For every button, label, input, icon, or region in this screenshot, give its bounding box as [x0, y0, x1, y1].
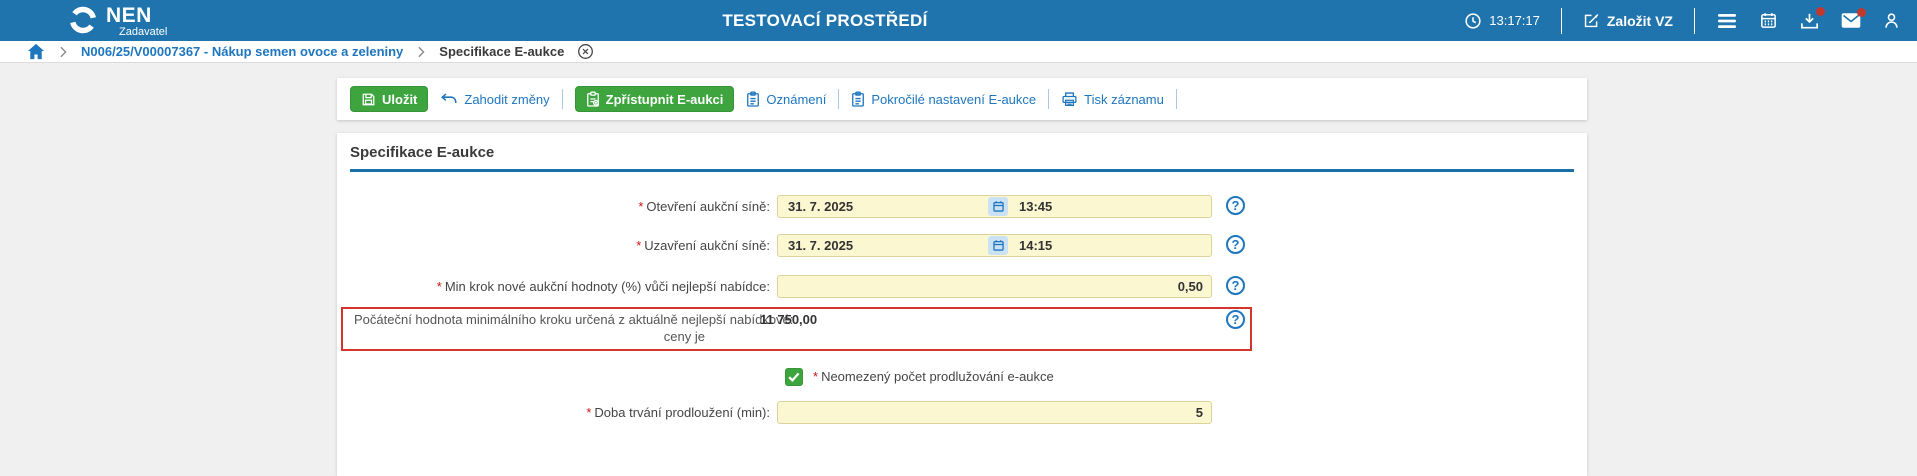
section-title: Specifikace E-aukce [350, 144, 495, 161]
open-room-date-value[interactable]: 31. 7. 2025 [788, 199, 854, 214]
initial-min-step-value: 11 750,00 [760, 312, 818, 327]
profile-button[interactable] [1882, 11, 1901, 30]
undo-arrow-icon [440, 91, 458, 107]
open-room-datetime-field[interactable]: 31. 7. 2025 13:45 [777, 195, 1212, 218]
calendar-icon [1759, 11, 1778, 30]
print-record-button[interactable]: Tisk záznamu [1061, 91, 1164, 107]
eauction-form-section: Specifikace E-aukce * Otevření aukční sín… [337, 133, 1587, 476]
discard-changes-button[interactable]: Zahodit změny [440, 91, 550, 107]
breadcrumb: N006/25/V00007367 - Nákup semen ovoce a … [0, 41, 1917, 63]
publish-eauction-label: Zpřístupnit E-aukci [605, 91, 724, 107]
toolbar-divider [561, 89, 563, 109]
required-marker: * [436, 279, 442, 294]
messages-alert-badge [1857, 8, 1866, 17]
discard-changes-label: Zahodit změny [464, 91, 550, 107]
app-logo[interactable]: NEN Zadavatel [68, 5, 167, 38]
extension-duration-input[interactable] [778, 402, 1211, 423]
clock-icon [1464, 12, 1482, 30]
downloads-alert-badge [1816, 6, 1825, 16]
advanced-settings-button[interactable]: Pokročilé nastavení E-aukce [851, 91, 1036, 107]
create-vz-label: Založit VZ [1606, 12, 1673, 29]
clipboard-icon [851, 91, 865, 107]
download-tray-icon [1799, 11, 1820, 31]
open-room-label: * Otevření aukční síně: [638, 199, 770, 214]
close-room-label: * Uzavření aukční síně: [636, 238, 770, 253]
initial-min-step-highlight-box [341, 307, 1252, 351]
close-room-date-value[interactable]: 31. 7. 2025 [788, 238, 854, 253]
hamburger-icon [1716, 12, 1738, 30]
brand-name: NEN [106, 4, 152, 27]
calendar-button[interactable] [1759, 11, 1778, 30]
initial-min-step-label-line2: ceny je [663, 329, 705, 344]
chevron-right-icon [58, 46, 68, 58]
initial-min-step-label-line1: Počáteční hodnota minimálního kroku urče… [354, 312, 794, 327]
breadcrumb-current-item: Specifikace E-aukce [439, 44, 565, 59]
downloads-button[interactable] [1799, 6, 1825, 31]
clipboard-icon [746, 91, 760, 107]
server-time-value: 13:17:17 [1489, 13, 1540, 28]
environment-title: TESTOVACÍ PROSTŘEDÍ [722, 11, 928, 30]
save-floppy-icon [361, 92, 376, 107]
save-button-label: Uložit [382, 91, 418, 107]
notification-label: Oznámení [766, 91, 827, 107]
menu-button[interactable] [1716, 12, 1738, 30]
close-room-time-value[interactable]: 14:15 [1019, 238, 1053, 253]
breadcrumb-procurement-link[interactable]: N006/25/V00007367 - Nákup semen ovoce a … [81, 44, 404, 59]
publish-eauction-button[interactable]: Zpřístupnit E-aukci [574, 86, 735, 112]
required-marker: * [813, 369, 819, 384]
nen-swirl-logo-icon [68, 5, 98, 35]
close-tab-icon[interactable] [577, 43, 594, 60]
close-room-datetime-field[interactable]: 31. 7. 2025 14:15 [777, 234, 1212, 257]
unlimited-extensions-label: * Neomezený počet prodlužování e-aukce [813, 369, 1054, 384]
toolbar-divider [1048, 89, 1050, 109]
extension-duration-label: * Doba trvání prodloužení (min): [586, 405, 770, 420]
min-step-label: * Min krok nové aukční hodnoty (%) vůči n… [436, 279, 770, 294]
toolbar: Uložit Zahodit změny Zpřístupnit E-aukci… [337, 78, 1587, 120]
toolbar-divider [838, 89, 840, 109]
save-button[interactable]: Uložit [350, 86, 429, 112]
home-icon[interactable] [27, 43, 45, 60]
printer-icon [1061, 91, 1078, 107]
server-time: 13:17:17 [1464, 12, 1540, 30]
header-actions: 13:17:17 Založit VZ [1464, 0, 1901, 41]
min-step-field [777, 275, 1212, 298]
chevron-right-icon [416, 46, 426, 58]
create-vz-button[interactable]: Založit VZ [1583, 12, 1673, 29]
envelope-icon [1841, 12, 1861, 29]
header-divider [1560, 7, 1562, 34]
datepicker-calendar-icon[interactable] [988, 197, 1008, 216]
header-bar: NEN Zadavatel TESTOVACÍ PROSTŘEDÍ 13:17:… [0, 0, 1917, 41]
required-marker: * [636, 238, 642, 253]
header-divider [1694, 7, 1695, 34]
person-icon [1882, 11, 1901, 30]
help-icon[interactable]: ? [1226, 310, 1245, 329]
notification-button[interactable]: Oznámení [746, 91, 826, 107]
toolbar-divider [1175, 89, 1177, 109]
help-icon[interactable]: ? [1226, 235, 1245, 254]
unlimited-extensions-checkbox[interactable] [785, 368, 803, 386]
extension-duration-field [777, 401, 1212, 424]
required-marker: * [586, 405, 592, 420]
print-record-label: Tisk záznamu [1084, 91, 1164, 107]
min-step-input[interactable] [778, 276, 1211, 297]
advanced-settings-label: Pokročilé nastavení E-aukce [871, 91, 1037, 107]
section-title-underline [350, 169, 1574, 172]
open-room-time-value[interactable]: 13:45 [1019, 199, 1053, 214]
brand-subtitle: Zadavatel [119, 26, 168, 38]
datepicker-calendar-icon[interactable] [988, 236, 1008, 255]
edit-icon [1583, 12, 1600, 29]
help-icon[interactable]: ? [1226, 196, 1245, 215]
required-marker: * [638, 199, 644, 214]
help-icon[interactable]: ? [1226, 276, 1245, 295]
clipboard-check-icon [586, 91, 600, 107]
checkmark-icon [788, 372, 800, 382]
messages-button[interactable] [1841, 8, 1866, 29]
